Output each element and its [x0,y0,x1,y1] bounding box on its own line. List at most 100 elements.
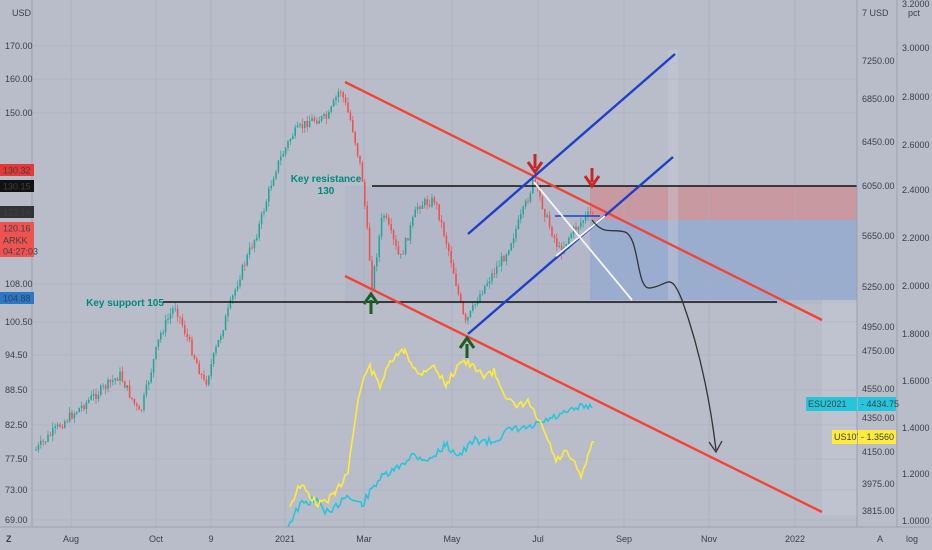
key-resistance-label-line1: Key resistance [291,174,362,185]
candle-body [431,197,433,207]
wedge-line-lower [555,215,606,257]
candle-body [481,293,484,295]
candle-body [232,295,234,300]
candle-body [536,182,539,186]
candle-body [265,201,268,212]
candle-body [474,304,476,305]
projected-path-arrowhead [708,440,723,454]
candle-body [457,285,460,294]
candle-body [347,102,349,113]
candle-body [522,206,524,215]
candle-body [208,376,210,385]
candle-body [558,245,560,247]
candle-body [136,403,138,406]
candle-body [128,385,131,398]
candle-body [412,217,414,226]
blue-channel-lower [467,156,674,335]
candle-body [133,398,136,404]
candle-body [112,380,114,383]
candle-body [162,332,164,334]
projected-path [591,219,717,451]
candle-body [318,120,320,124]
candle-body [491,273,493,282]
candle-body [527,200,529,202]
log-scale-button[interactable]: log [906,534,918,544]
price-tag-bg [0,180,34,192]
candle-body [455,273,457,286]
candle-body [541,196,544,209]
candle-body [529,193,532,202]
key-resistance-label-line2: 130 [318,186,335,197]
left-axis-currency: USD [12,8,32,18]
candle-body [258,224,260,238]
y-left-tick-label: 108.00 [5,279,33,289]
candle-body [205,379,208,385]
candle-body [248,247,251,255]
candle-body [580,222,582,228]
candle-body [109,379,112,383]
y-pct-tick-label: 2.6000 [902,140,930,150]
candle-body [85,402,88,409]
candle-body [172,308,174,314]
candle-body [92,393,95,396]
candle-body [462,301,464,315]
candle-body [152,359,155,373]
candle-body [548,215,551,227]
candle-body [239,279,241,287]
candle-body [44,441,47,443]
candle-body [544,208,546,218]
candle-body [539,185,541,197]
candle-body [37,444,40,450]
candle-body [184,325,186,334]
y-mid-tick-label: 4750.00 [862,346,895,356]
candle-body [215,346,217,354]
mid-axis-currency: 7 USD [862,8,889,18]
candle-body [402,253,404,255]
candle-body [366,205,368,228]
candle-body [88,399,90,403]
candle-body [164,320,167,333]
y-mid-tick-label: 6850.00 [862,94,895,104]
y-pct-tick-label: 2.0000 [902,281,930,291]
candle-body [49,434,52,436]
series-name-tag [832,430,857,444]
candle-body [592,212,594,214]
y-mid-tick-label: 7250.00 [862,56,895,66]
series-value-label: - 1.3560 [861,432,894,442]
y-pct-tick-label: 2.4000 [902,185,930,195]
bottom-left-letter: Z [6,534,12,544]
candle-body [227,307,229,317]
candle-body [460,293,462,302]
candle-body [472,304,474,311]
candle-body [311,117,313,122]
candle-body [419,206,421,209]
y-pct-tick-label: 1.0000 [902,516,930,526]
candle-body [73,413,76,419]
candle-body [76,412,78,414]
candle-body [90,395,92,400]
candle-body [289,138,292,142]
y-mid-tick-label: 5650.00 [862,231,895,241]
candle-body [383,215,385,218]
candle-body [376,257,378,267]
candle-body [373,266,376,290]
auto-scale-button[interactable]: A [877,534,883,544]
candle-body [440,219,443,223]
candle-body [68,412,71,422]
series-name-label: US10Y [834,432,863,442]
candle-body [241,264,244,280]
candle-body [66,421,68,423]
candle-body [426,199,428,205]
y-mid-tick-label: 3815.00 [862,506,895,516]
key-support-label: Key support 105 [86,298,164,309]
candle-body [198,363,200,375]
y-left-tick-label: 170.00 [5,41,33,51]
candle-body [392,230,395,240]
candle-body [296,125,299,128]
candle-body [191,339,193,356]
candle-body [479,294,481,303]
candle-body [438,204,440,220]
sp500-futures-line [287,402,593,528]
